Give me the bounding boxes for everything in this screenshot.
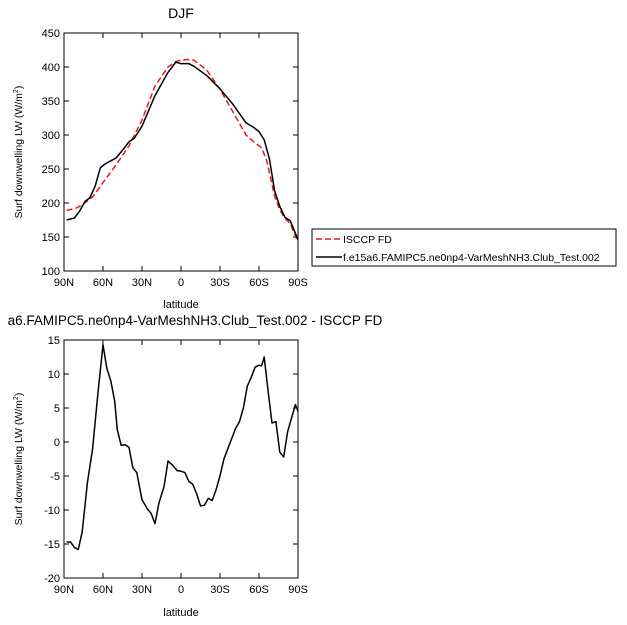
bottom-x-tick-label: 30S xyxy=(210,584,230,596)
top-y-tick-label: 200 xyxy=(42,198,60,210)
bottom-y-axis-label-superscript: 2 xyxy=(13,396,20,400)
bottom-x-tick-label: 90N xyxy=(54,584,74,596)
top-y-axis: 100 150 200 250 300 350 400 450 xyxy=(42,28,298,278)
legend-label-model: f.e15a6.FAMIPC5.ne0np4-VarMeshNH3.Club_T… xyxy=(343,252,600,264)
top-x-tick-label: 30S xyxy=(210,277,230,289)
bottom-x-axis-label: latitude xyxy=(163,607,198,619)
legend-label-isccp: ISCCP FD xyxy=(343,234,392,246)
bottom-x-tick-label: 60N xyxy=(93,584,113,596)
top-chart-title: DJF xyxy=(168,5,194,21)
bottom-y-axis-label-end: ) xyxy=(13,393,25,397)
bottom-series-line-difference xyxy=(66,344,299,551)
bottom-y-tick-label: 0 xyxy=(54,437,60,449)
legend-box xyxy=(311,228,617,267)
bottom-y-tick-label: -15 xyxy=(44,539,60,551)
top-series-line-isccp xyxy=(66,58,299,243)
top-series-line-model xyxy=(66,61,299,240)
top-x-tick-label: 30N xyxy=(132,277,152,289)
bottom-x-axis: 90N 60N 30N 0 30S 60S 90S xyxy=(54,340,308,596)
top-y-axis-label-main: Surf downwelling LW (W/m xyxy=(13,93,25,219)
bottom-x-tick-label: 30N xyxy=(132,584,152,596)
bottom-y-axis-label: Surf downwelling LW (W/m2) xyxy=(13,393,25,526)
top-x-tick-label: 60S xyxy=(249,277,269,289)
top-y-tick-label: 350 xyxy=(42,96,60,108)
bottom-panel: a6.FAMIPC5.ne0np4-VarMeshNH3.Club_Test.0… xyxy=(8,313,383,619)
top-x-axis: 90N 60N 30N 0 30S 60S 90S xyxy=(54,33,308,289)
bottom-y-tick-label: 15 xyxy=(48,335,60,347)
top-y-axis-label-end: ) xyxy=(13,86,25,90)
bottom-y-tick-label: -20 xyxy=(44,573,60,585)
bottom-y-tick-label: -10 xyxy=(44,505,60,517)
top-x-tick-label: 60N xyxy=(93,277,113,289)
bottom-y-axis: -20 -15 -10 -5 0 5 10 15 xyxy=(44,335,298,585)
top-y-tick-label: 250 xyxy=(42,164,60,176)
bottom-y-tick-label: -5 xyxy=(50,471,60,483)
bottom-chart-title: a6.FAMIPC5.ne0np4-VarMeshNH3.Club_Test.0… xyxy=(8,313,383,328)
bottom-y-axis-label-main: Surf downwelling LW (W/m xyxy=(13,400,25,526)
top-y-axis-label-superscript: 2 xyxy=(13,89,20,93)
top-y-tick-label: 300 xyxy=(42,130,60,142)
top-series-group xyxy=(66,58,299,243)
bottom-x-tick-label: 90S xyxy=(288,584,308,596)
bottom-x-tick-label: 60S xyxy=(249,584,269,596)
top-x-axis-label: latitude xyxy=(163,299,198,311)
bottom-series-group xyxy=(66,344,299,551)
bottom-y-tick-label: 10 xyxy=(48,369,60,381)
top-y-tick-label: 400 xyxy=(42,62,60,74)
bottom-x-tick-label: 0 xyxy=(178,584,184,596)
bottom-y-tick-label: 5 xyxy=(54,403,60,415)
top-x-tick-label: 90S xyxy=(288,277,308,289)
top-x-tick-label: 90N xyxy=(54,277,74,289)
legend: ISCCP FD f.e15a6.FAMIPC5.ne0np4-VarMeshN… xyxy=(311,228,617,267)
top-panel: DJF 100 150 200 250 300 350 400 450 90N 60N 30N 0 3… xyxy=(13,5,617,311)
top-y-tick-label: 100 xyxy=(42,266,60,278)
top-x-tick-label: 0 xyxy=(178,277,184,289)
top-y-tick-label: 150 xyxy=(42,232,60,244)
top-y-axis-label: Surf downwelling LW (W/m2) xyxy=(13,86,25,219)
top-y-tick-label: 450 xyxy=(42,28,60,40)
